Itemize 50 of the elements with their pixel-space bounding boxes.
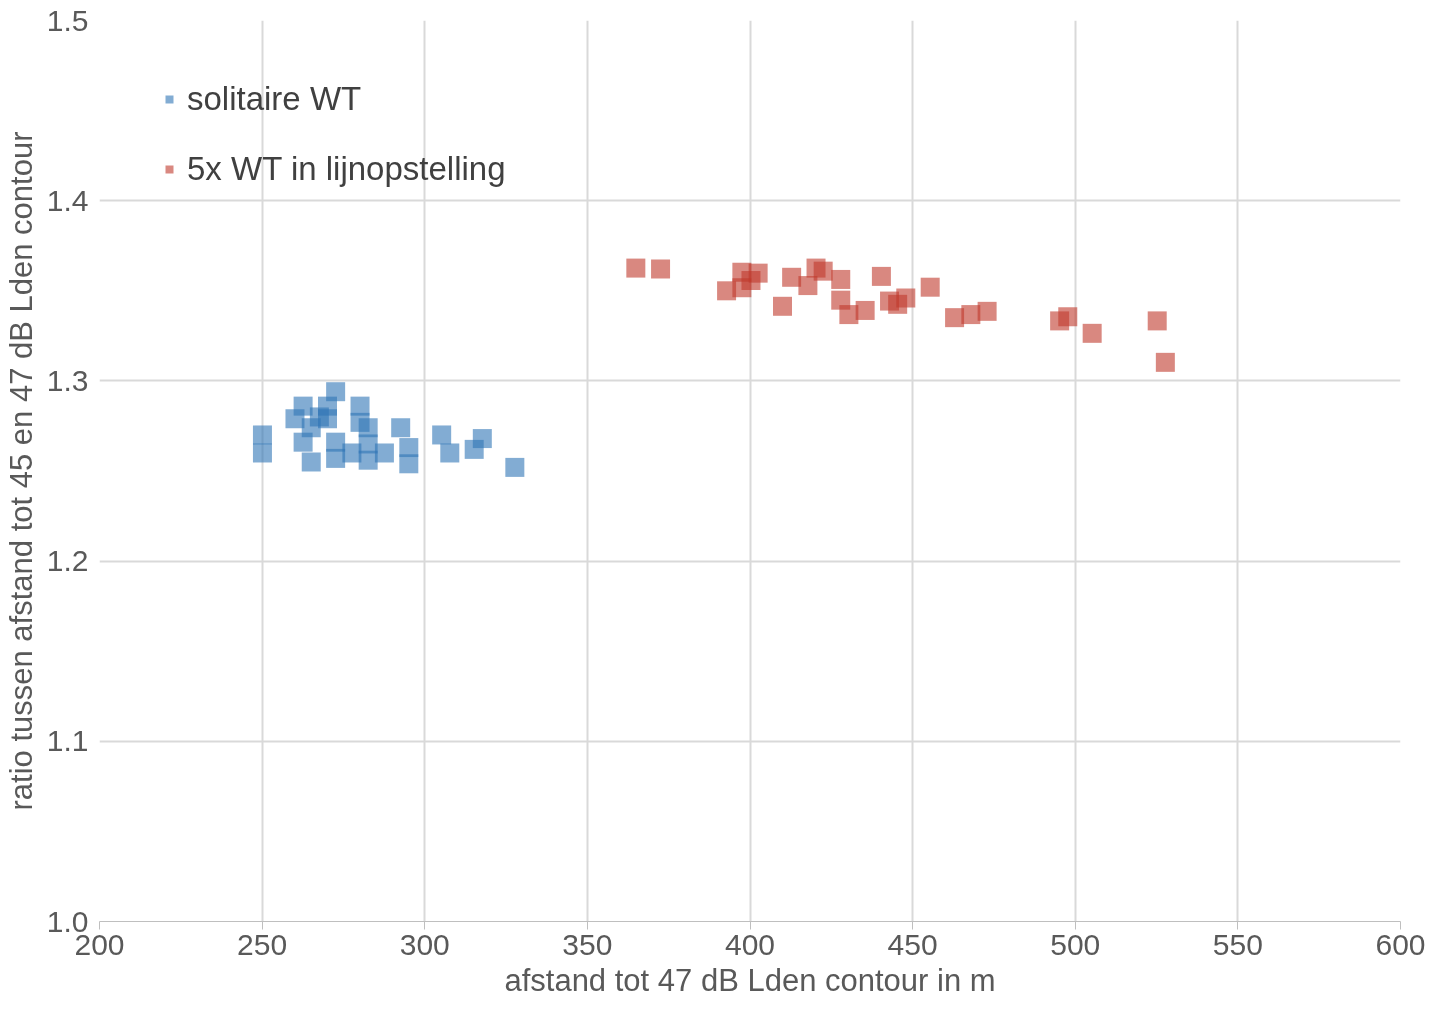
legend-label: 5x WT in lijnopstelling xyxy=(187,150,506,188)
x-tick-label: 450 xyxy=(887,927,938,961)
point xyxy=(1155,352,1175,372)
point xyxy=(285,409,305,429)
point xyxy=(748,263,768,283)
point xyxy=(1082,323,1102,343)
x-tick-label: 300 xyxy=(399,927,450,961)
y-tick-label: 1.2 xyxy=(46,544,89,578)
y-tick-label: 1.3 xyxy=(46,363,89,397)
x-tick-label: 600 xyxy=(1375,927,1426,961)
point xyxy=(505,457,525,477)
point xyxy=(374,443,394,463)
point xyxy=(440,443,460,463)
point xyxy=(920,277,940,297)
point xyxy=(391,418,411,438)
x-tick-label: 550 xyxy=(1212,927,1263,961)
point xyxy=(293,432,313,452)
y-axis-title: ratio tussen afstand tot 45 en 47 dB Lden contour xyxy=(3,131,39,811)
point xyxy=(855,300,875,320)
y-tick-label: 1.4 xyxy=(46,183,89,217)
point xyxy=(342,443,362,463)
point xyxy=(831,269,851,289)
point xyxy=(301,452,321,472)
point xyxy=(399,454,419,474)
x-tick-label: 250 xyxy=(237,927,288,961)
point xyxy=(472,429,492,449)
point xyxy=(1147,311,1167,331)
x-tick-label: 350 xyxy=(562,927,613,961)
x-axis-title: afstand tot 47 dB Lden contour in m xyxy=(504,962,996,998)
point xyxy=(626,258,646,278)
y-tick-label: 1.1 xyxy=(46,724,89,758)
point xyxy=(1058,307,1078,327)
point xyxy=(896,288,916,308)
point xyxy=(977,301,997,321)
point xyxy=(961,305,981,325)
point xyxy=(326,382,346,402)
point xyxy=(252,443,272,463)
x-tick-label: 500 xyxy=(1050,927,1101,961)
legend-label: solitaire WT xyxy=(187,80,362,118)
point xyxy=(773,296,793,316)
point xyxy=(871,266,891,286)
point xyxy=(839,305,859,325)
y-tick-label: 1.5 xyxy=(46,3,89,37)
point xyxy=(252,425,272,445)
point xyxy=(782,267,802,287)
point xyxy=(432,425,452,445)
point xyxy=(813,261,833,281)
x-tick-label: 400 xyxy=(724,927,776,961)
point xyxy=(651,259,671,279)
point xyxy=(798,276,818,296)
